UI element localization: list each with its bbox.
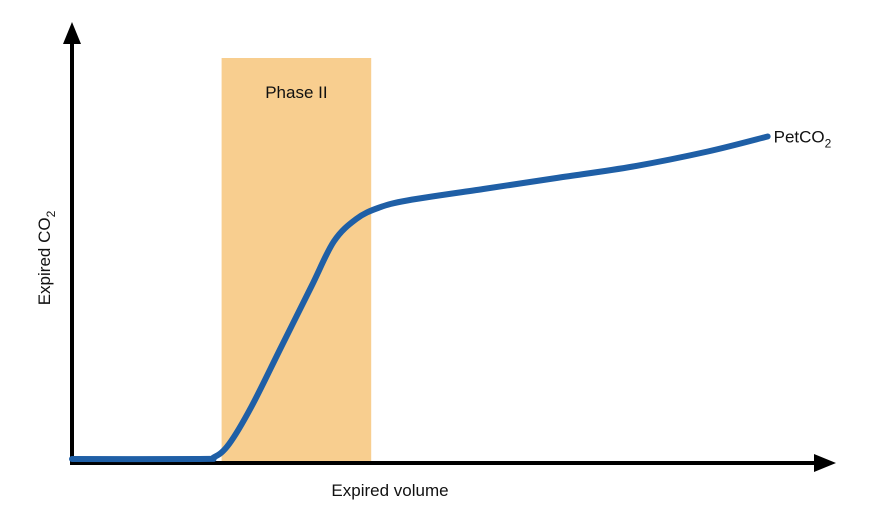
x-axis-arrowhead (814, 454, 836, 472)
y-axis-label: Expired CO2 (35, 210, 58, 305)
y-axis-arrowhead (63, 22, 81, 44)
series-label-main: PetCO (774, 128, 825, 147)
series-label-subscript: 2 (825, 137, 832, 151)
phase-ii-label: Phase II (265, 83, 327, 102)
series-label-petco2: PetCO2 (774, 128, 832, 151)
co2-curve (69, 133, 771, 463)
phase-ii-region (221, 58, 372, 463)
y-axis-label-subscript: 2 (44, 210, 58, 217)
x-axis-label: Expired volume (331, 481, 448, 500)
y-axis-label-main: Expired CO (35, 217, 54, 305)
